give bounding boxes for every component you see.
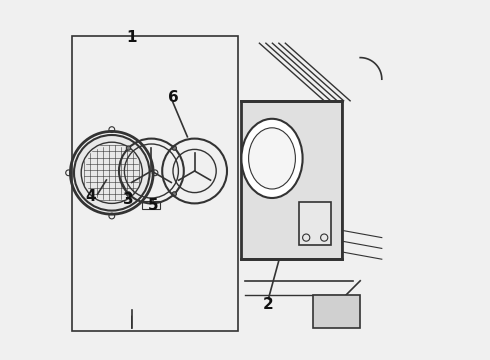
Circle shape xyxy=(172,146,176,150)
Text: 1: 1 xyxy=(126,30,137,45)
Circle shape xyxy=(126,192,131,196)
Text: 5: 5 xyxy=(148,198,158,213)
Bar xyxy=(299,202,331,245)
Bar xyxy=(242,101,342,259)
Text: 4: 4 xyxy=(85,189,96,204)
Ellipse shape xyxy=(242,119,303,198)
Bar xyxy=(72,36,238,331)
Text: 6: 6 xyxy=(168,90,178,105)
Circle shape xyxy=(172,192,176,196)
Circle shape xyxy=(74,135,149,211)
Text: 2: 2 xyxy=(263,297,274,312)
Bar xyxy=(314,295,360,328)
Ellipse shape xyxy=(248,128,295,189)
Bar xyxy=(143,201,160,209)
Circle shape xyxy=(126,146,131,150)
Text: 3: 3 xyxy=(122,192,133,207)
